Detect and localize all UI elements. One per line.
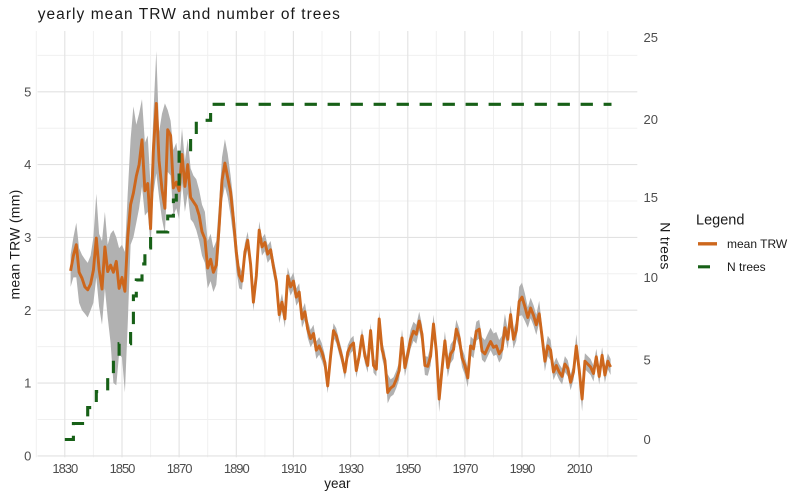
svg-text:2010: 2010 [567, 461, 593, 476]
svg-text:year: year [324, 476, 351, 491]
svg-text:3: 3 [24, 230, 31, 245]
svg-text:mean TRW (mm): mean TRW (mm) [7, 189, 23, 299]
svg-text:0: 0 [644, 432, 651, 447]
svg-text:1950: 1950 [395, 461, 421, 476]
svg-text:yearly mean TRW and number of: yearly mean TRW and number of trees [38, 6, 341, 23]
svg-text:1890: 1890 [224, 461, 250, 476]
svg-text:mean TRW: mean TRW [727, 237, 788, 251]
svg-text:1850: 1850 [110, 461, 136, 476]
svg-text:5: 5 [24, 84, 31, 99]
svg-text:0: 0 [24, 449, 31, 464]
svg-text:N trees: N trees [658, 222, 674, 270]
svg-text:25: 25 [644, 30, 658, 45]
svg-text:N trees: N trees [727, 260, 766, 274]
svg-text:1: 1 [24, 376, 31, 391]
svg-text:1970: 1970 [453, 461, 479, 476]
svg-text:2: 2 [24, 303, 31, 318]
svg-text:20: 20 [644, 112, 658, 127]
svg-text:4: 4 [24, 157, 31, 172]
svg-text:1870: 1870 [167, 461, 193, 476]
svg-text:1930: 1930 [338, 461, 364, 476]
svg-text:Legend: Legend [696, 212, 744, 228]
svg-text:10: 10 [644, 270, 658, 285]
svg-text:1990: 1990 [510, 461, 536, 476]
svg-text:1910: 1910 [281, 461, 307, 476]
svg-text:5: 5 [644, 352, 651, 367]
svg-text:1830: 1830 [52, 461, 78, 476]
svg-text:15: 15 [644, 190, 658, 205]
